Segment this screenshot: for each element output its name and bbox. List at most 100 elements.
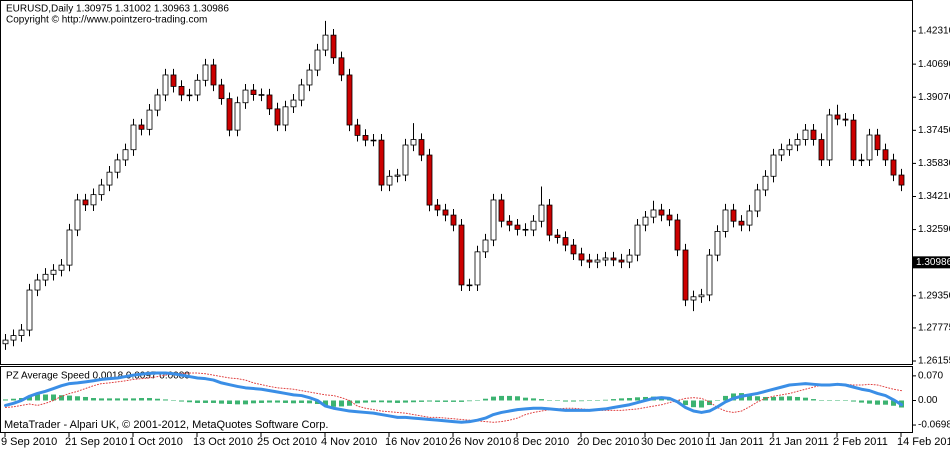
candle-body	[642, 216, 649, 226]
histogram-bar	[827, 400, 832, 401]
histogram-bar	[251, 400, 256, 404]
y-tick-label: 1.42310	[918, 26, 950, 37]
candle-body	[842, 118, 849, 121]
candle-body	[602, 257, 609, 261]
candle-body	[338, 57, 345, 76]
candle-body	[770, 154, 777, 177]
histogram-bar	[875, 400, 880, 405]
histogram-bar	[59, 395, 64, 401]
histogram-bar	[179, 400, 184, 402]
histogram-bar	[347, 400, 352, 406]
candle-body	[122, 149, 129, 161]
histogram-bar	[403, 400, 408, 403]
candle-body	[690, 296, 697, 301]
histogram-bar	[467, 400, 472, 402]
histogram-bar	[243, 400, 248, 405]
candle-body	[210, 64, 217, 86]
candle-body	[882, 149, 889, 161]
current-price-box	[913, 256, 950, 269]
x-tick-label: 25 Oct 2010	[257, 436, 317, 448]
candle-body	[202, 64, 209, 81]
candle-body	[218, 84, 225, 100]
histogram-bar	[211, 400, 216, 403]
histogram-bar	[43, 394, 48, 401]
candle-body	[434, 204, 441, 211]
histogram-bar	[803, 397, 808, 401]
candle-body	[258, 94, 265, 96]
histogram-bar	[755, 396, 760, 401]
candle-body	[658, 209, 665, 216]
candle-body	[578, 253, 585, 261]
candle-body	[858, 159, 865, 162]
candle-body	[322, 34, 329, 51]
histogram-bar	[195, 400, 200, 403]
candle-body	[466, 284, 473, 287]
candle-body	[474, 251, 481, 286]
candle-body	[282, 106, 289, 126]
y-tick-label: 1.27775	[918, 323, 950, 334]
histogram-bar	[611, 399, 616, 401]
histogram-bar	[107, 398, 112, 401]
histogram-bar	[171, 400, 176, 401]
histogram-bar	[203, 400, 208, 403]
histogram-bar	[891, 400, 896, 406]
main-panel-frame	[0, 0, 913, 365]
histogram-bar	[115, 398, 120, 401]
histogram-bar	[563, 400, 568, 402]
candle-body	[618, 259, 625, 263]
x-tick-label: 20 Dec 2010	[577, 436, 639, 448]
candle-body	[714, 231, 721, 256]
candle-body	[18, 329, 25, 336]
candle-body	[570, 244, 577, 255]
candle-body	[514, 224, 521, 230]
y-tick-label: 1.39070	[918, 92, 950, 103]
histogram-bar	[867, 400, 872, 404]
y-tick-label: 1.35830	[918, 158, 950, 169]
histogram-bar	[163, 399, 168, 401]
candle-body	[498, 199, 505, 222]
x-tick-label: 16 Nov 2010	[385, 436, 447, 448]
footer: MetaTrader - Alpari UK, © 2001-2012, Met…	[4, 419, 328, 431]
histogram-bar	[291, 400, 296, 404]
histogram-bar	[571, 400, 576, 402]
histogram-bar	[187, 400, 192, 403]
candle-body	[26, 289, 33, 331]
candle-body	[826, 114, 833, 161]
candle-body	[834, 114, 841, 120]
histogram-bar	[635, 397, 640, 401]
candle-body	[98, 184, 105, 196]
candle-body	[186, 94, 193, 97]
histogram-bar	[451, 400, 456, 402]
candle-body	[162, 74, 169, 96]
histogram-bar	[75, 396, 80, 401]
histogram-bar	[587, 400, 592, 401]
y2-tick-label: -0.0698	[918, 420, 950, 431]
chart-subtitle: Copyright © http://www.pointzero-trading…	[6, 15, 207, 26]
candle-body	[874, 134, 881, 151]
histogram-bar	[131, 398, 136, 401]
candle-body	[546, 204, 553, 236]
indicator-panel-frame	[0, 366, 913, 433]
histogram-bar	[531, 398, 536, 401]
histogram-bar	[491, 396, 496, 401]
x-tick-label: 21 Jan 2011	[769, 436, 829, 448]
histogram-bar	[99, 398, 104, 401]
histogram-bar	[555, 400, 560, 401]
candle-body	[626, 254, 633, 263]
candle-body	[810, 129, 817, 140]
histogram-bar	[51, 394, 56, 401]
histogram-bar	[691, 400, 696, 408]
x-tick-label: 13 Oct 2010	[193, 436, 253, 448]
candle-body	[234, 102, 241, 131]
histogram-bar	[523, 397, 528, 401]
candle-body	[802, 129, 809, 140]
histogram-bar	[499, 395, 504, 401]
candle-body	[50, 269, 57, 275]
candle-body	[778, 149, 785, 156]
x-tick-label: 1 Oct 2010	[129, 436, 183, 448]
histogram-bar	[843, 400, 848, 401]
candle-body	[106, 171, 113, 186]
histogram-bar	[355, 400, 360, 404]
